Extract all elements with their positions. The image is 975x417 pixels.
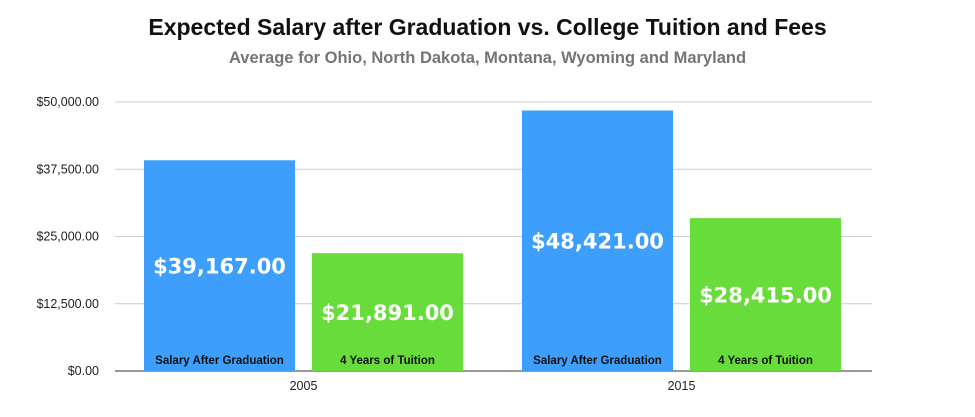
y-tick-label: $12,500.00 [36,297,99,311]
chart-subtitle: Average for Ohio, North Dakota, Montana,… [228,49,747,67]
y-tick-label: $25,000.00 [36,230,99,244]
bar-series-label: Salary After Graduation [533,355,662,367]
y-tick-label: $50,000.00 [36,95,99,109]
x-tick-label: 2015 [668,379,696,393]
bar-series-label: Salary After Graduation [155,355,284,367]
bar [690,218,841,371]
bar [312,253,463,371]
bar-series-label: 4 Years of Tuition [718,355,813,367]
bar [522,110,673,371]
bar-value-label: $39,167.00 [153,255,286,279]
bar-series-label: 4 Years of Tuition [340,355,435,367]
bar-value-label: $28,415.00 [699,284,832,308]
chart-title: Expected Salary after Graduation vs. Col… [148,14,827,40]
x-tick-label: 2005 [290,379,318,393]
bar-value-label: $48,421.00 [531,230,664,254]
bar-value-label: $21,891.00 [321,301,454,325]
y-tick-label: $0.00 [68,364,99,378]
y-tick-label: $37,500.00 [36,162,99,176]
bar [144,160,295,371]
